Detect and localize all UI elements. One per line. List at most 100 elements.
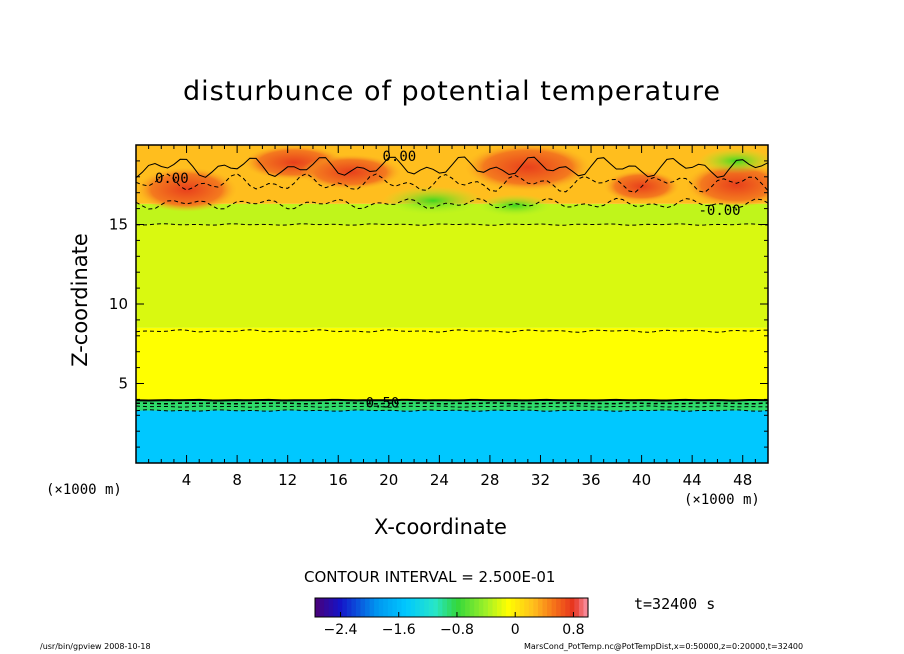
colorbar-cell [355, 598, 362, 617]
x-tick-label: 44 [683, 471, 702, 489]
colorbar-cell [528, 598, 534, 617]
colorbar: −2.4 −1.6 −0.8 0 0.8 [314, 597, 589, 638]
colorbar-cell [328, 598, 334, 617]
x-tick-label: 12 [278, 471, 297, 489]
colorbar-cell [319, 598, 325, 617]
x-unit-label-left: (×1000 m) [46, 482, 122, 498]
colorbar-cell [556, 598, 562, 617]
colorbar-tick-label: 0.8 [562, 622, 584, 638]
colorbar-cell [337, 598, 343, 617]
colorbar-cell [524, 598, 530, 617]
colorbar-cell [474, 598, 480, 617]
warm-anomaly-2 [685, 162, 768, 208]
colorbar-tick-label: −1.6 [382, 622, 416, 638]
contour-label: 0.00 [382, 149, 416, 165]
colorbar-cell [483, 598, 489, 617]
colorbar-cell [396, 598, 403, 617]
colorbar-cell [569, 598, 575, 617]
contour-line-upper-b [136, 156, 768, 179]
y-tick-label: 10 [109, 295, 128, 313]
colorbar-cell [424, 598, 430, 617]
contour-field [136, 145, 768, 463]
contour-line-3b [136, 405, 768, 408]
contour-interval-label: CONTOUR INTERVAL = 2.500E-01 [304, 568, 556, 586]
contour-line-4 [136, 398, 768, 402]
colorbar-cell [383, 598, 389, 617]
colorbar-cell [451, 598, 457, 617]
contour-line-3a [136, 402, 768, 405]
contour-label: -0.00 [698, 203, 740, 219]
colorbar-cell [378, 598, 384, 617]
x-tick-label: 28 [480, 471, 499, 489]
colorbar-cell [469, 598, 475, 617]
colorbar-cell [515, 598, 521, 617]
x-tick-label: 8 [232, 471, 242, 489]
warm-anomaly-4 [300, 154, 402, 190]
colorbar-cell [547, 598, 553, 617]
colorbar-cell [501, 598, 507, 617]
contour-label: -0.50 [357, 395, 399, 411]
colorbar-cell [583, 598, 589, 617]
warm-anomaly-1 [464, 145, 592, 192]
colorbar-cell [428, 598, 434, 617]
colorbar-cell [537, 598, 544, 617]
colorbar-frame [314, 597, 589, 618]
cool-anomaly-1 [382, 186, 484, 215]
x-tick-label: 32 [531, 471, 550, 489]
x-tick-label: 24 [430, 471, 449, 489]
contour-line-3c [136, 409, 768, 412]
x-tick-label: 4 [182, 471, 192, 489]
colorbar-cell [369, 598, 375, 617]
footer-right: MarsCond_PotTemp.nc@PotTempDist,x=0:5000… [524, 642, 804, 651]
y-axis: 5 10 15 [109, 160, 768, 448]
y-axis-label: Z-coordinate [68, 233, 92, 367]
colorbar-cell [410, 598, 416, 617]
cool-anomaly-0 [698, 148, 768, 174]
colorbar-cell [324, 598, 330, 617]
colorbar-cell [542, 598, 548, 617]
colorbar-cell [346, 598, 352, 617]
colorbar-cell [446, 598, 453, 617]
field-layer-1 [136, 400, 768, 411]
colorbar-cell [333, 598, 339, 617]
colorbar-cell [460, 598, 466, 617]
x-unit-label-right: (×1000 m) [684, 492, 760, 508]
contour-label: 0.00 [155, 171, 189, 187]
chart-title: disturbunce of potential temperature [183, 76, 721, 107]
warm-anomaly-3 [136, 167, 238, 212]
colorbar-tick-label: −0.8 [440, 622, 474, 638]
contour-line-upper-a [136, 173, 768, 193]
x-tick-label: 40 [632, 471, 651, 489]
colorbar-tick-label: −2.4 [323, 622, 357, 638]
colorbar-cell [487, 598, 494, 617]
field-layer-2 [136, 327, 768, 401]
colorbar-cell [574, 598, 580, 617]
time-label: t=32400 s [634, 595, 716, 613]
colorbar-cell [533, 598, 539, 617]
x-tick-label: 36 [581, 471, 600, 489]
colorbar-cell [315, 598, 321, 617]
colorbar-cell [374, 598, 380, 617]
x-tick-label: 48 [733, 471, 752, 489]
colorbar-cell [492, 598, 498, 617]
colorbar-cell [437, 598, 443, 617]
colorbar-cell [419, 598, 425, 617]
colorbar-cell [551, 598, 557, 617]
cool-anomaly-2 [477, 194, 554, 217]
colorbar-cell [342, 598, 348, 617]
colorbar-cell [560, 598, 566, 617]
x-tick-label: 16 [329, 471, 348, 489]
colorbar-cell [406, 598, 412, 617]
colorbar-cell [387, 598, 393, 617]
x-tick-label: 20 [379, 471, 398, 489]
x-axis: 4 8 12 16 20 24 28 32 36 40 44 48 [148, 145, 756, 489]
colorbar-cell [506, 598, 512, 617]
contour-line-upper-c [136, 197, 768, 210]
contour-line-15 [136, 223, 768, 226]
colorbar-cell [565, 598, 571, 617]
contour-lines [136, 156, 768, 412]
y-tick-label: 15 [109, 216, 128, 234]
footer-left: /usr/bin/gpview 2008-10-18 [40, 642, 151, 651]
colorbar-cell [360, 598, 366, 617]
